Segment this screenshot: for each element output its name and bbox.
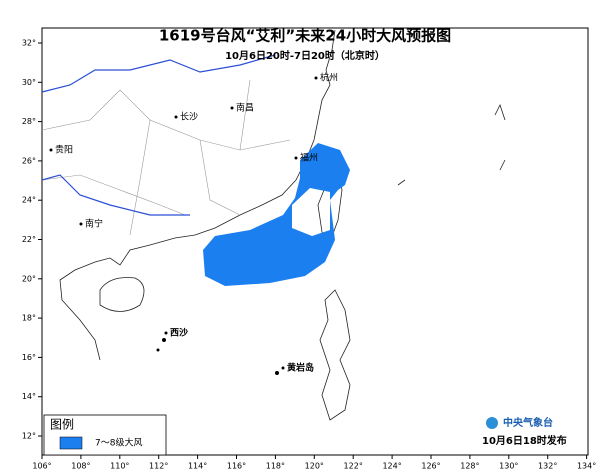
lat-label: 20°	[22, 274, 36, 283]
place-marker	[294, 156, 298, 160]
lon-label: 122°	[344, 462, 363, 471]
lat-label: 26°	[22, 156, 36, 165]
place-marker	[174, 115, 178, 119]
lon-label: 130°	[499, 462, 518, 471]
lat-label: 14°	[22, 392, 36, 401]
place-marker	[314, 76, 318, 80]
lon-label: 124°	[382, 462, 401, 471]
lon-label: 118°	[266, 462, 285, 471]
lat-label: 24°	[22, 196, 36, 205]
lon-label: 132°	[538, 462, 557, 471]
place-label: 南昌	[236, 102, 254, 114]
lat-label: 12°	[22, 432, 36, 441]
lon-label: 134°	[577, 462, 596, 471]
legend-box	[43, 414, 167, 456]
place-marker	[281, 366, 285, 370]
agency: 中央气象台	[503, 416, 553, 429]
lat-label: 28°	[22, 117, 36, 126]
logo	[486, 417, 498, 429]
legend-swatch	[59, 436, 83, 450]
lon-label: 112°	[149, 462, 168, 471]
lat-label: 30°	[22, 78, 36, 87]
lon-label: 120°	[305, 462, 324, 471]
place-marker	[49, 148, 53, 152]
lon-label: 108°	[71, 462, 90, 471]
lon-label: 126°	[421, 462, 440, 471]
lat-label: 18°	[22, 314, 36, 323]
lat-label: 32°	[22, 39, 36, 48]
basemap	[41, 29, 506, 421]
map-subtitle: 10月6日20时-7日20时（北京时）	[225, 49, 385, 62]
place-label: 南宁	[85, 218, 103, 230]
lon-label: 106°	[32, 462, 51, 471]
place-marker	[79, 222, 83, 226]
lon-label: 128°	[460, 462, 479, 471]
lat-label: 22°	[22, 235, 36, 244]
place-label: 长沙	[180, 111, 198, 123]
legend-title: 图例	[50, 418, 74, 432]
place-label: 贵阳	[55, 144, 73, 156]
place-marker	[164, 331, 168, 335]
legend-label: 7～8级大风	[95, 437, 142, 449]
place-label: 福州	[300, 152, 318, 164]
place-label: 黄岩岛	[287, 362, 314, 374]
lon-label: 110°	[110, 462, 129, 471]
lat-label: 16°	[22, 353, 36, 362]
place-label: 西沙	[170, 328, 188, 339]
lon-label: 116°	[227, 462, 246, 471]
map-title: 1619号台风“艾利”未来24小时大风预报图	[159, 27, 451, 45]
lon-label: 114°	[188, 462, 207, 471]
gale-area	[203, 143, 350, 286]
place-label: 杭州	[320, 72, 338, 84]
place-marker	[230, 106, 234, 110]
issue-time: 10月6日18时发布	[482, 434, 567, 447]
